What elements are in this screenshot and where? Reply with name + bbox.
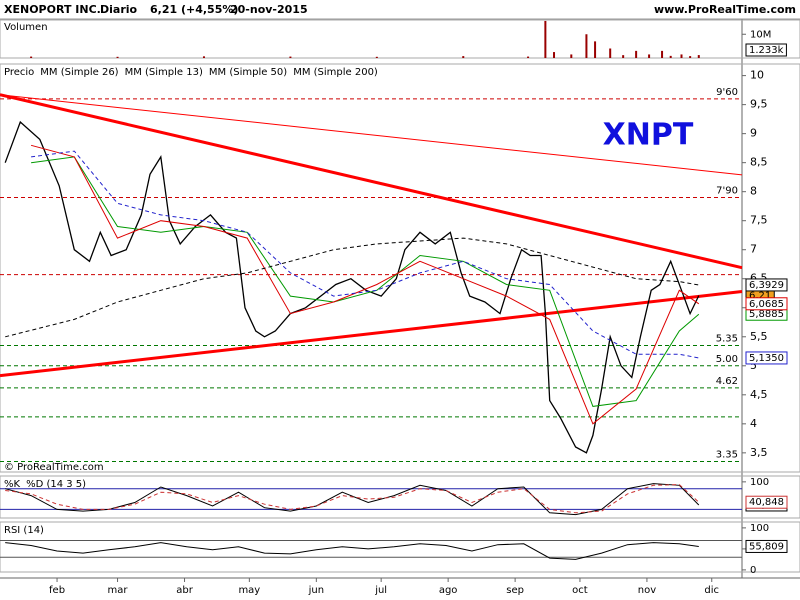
y-tick-label: 0 <box>750 565 756 576</box>
y-tick-label: 8,5 <box>750 156 768 169</box>
volume-bar <box>30 56 33 58</box>
volume-bar <box>544 20 547 58</box>
last-value-box <box>745 351 788 365</box>
symbol: XENOPORT INC. <box>4 3 101 16</box>
last-value-label: 55,809 <box>749 541 784 552</box>
legend-entry: %K <box>4 479 21 490</box>
legend-entry: MM (Simple 50) <box>209 67 287 78</box>
volume-bar <box>648 54 651 58</box>
x-tick-label: may <box>238 585 260 596</box>
legend-entry: MM (Simple 13) <box>125 67 203 78</box>
volume-bar <box>669 55 672 58</box>
last-value-box <box>745 539 788 553</box>
legend-entry: MM (Simple 200) <box>293 67 378 78</box>
volume-bar <box>462 56 465 58</box>
level-label: 9'60 <box>716 87 738 98</box>
y-tick-label: 10M <box>750 29 771 40</box>
x-tick-label: dic <box>704 585 719 596</box>
series-line <box>5 542 699 560</box>
x-tick-label: mar <box>108 585 129 596</box>
volume-bar <box>689 56 692 58</box>
panel-frame <box>0 63 800 473</box>
panel-frame <box>0 521 800 573</box>
y-tick-label: 9,5 <box>750 98 768 111</box>
x-tick-label: sep <box>506 585 524 596</box>
level-label: 3.35 <box>716 450 738 461</box>
volume-bar <box>375 56 378 58</box>
volume-bar <box>553 52 556 58</box>
series-line <box>5 484 700 514</box>
legend-entry: MM (Simple 26) <box>40 67 118 78</box>
last-value-label: 5,1350 <box>749 353 784 364</box>
date: 20-nov-2015 <box>230 3 308 16</box>
y-tick-label: 3,5 <box>750 446 768 459</box>
last-value-label: 6,3929 <box>749 280 784 291</box>
volume-bar <box>609 48 612 58</box>
panel-frame <box>0 19 800 59</box>
x-tick-label: nov <box>638 585 656 596</box>
y-tick-label: 100 <box>750 523 769 534</box>
x-tick-label: jun <box>308 585 324 596</box>
trend-line <box>0 93 743 270</box>
y-tick-label: 5 <box>750 359 757 372</box>
volume-bar <box>661 50 664 58</box>
last-value-box <box>745 297 788 311</box>
period: Diario <box>100 3 138 16</box>
last-value-label: 1.233k <box>749 45 784 56</box>
y-tick-label: 9 <box>750 127 757 140</box>
x-tick-label: feb <box>49 585 65 596</box>
last-value-box <box>745 495 788 509</box>
x-tick-label: abr <box>176 585 193 596</box>
last-value-label: 5,8885 <box>749 309 784 320</box>
y-tick-label: 7 <box>750 243 757 256</box>
volume-bar <box>622 55 625 58</box>
series-line <box>4 120 700 454</box>
volume-bar <box>680 54 683 58</box>
y-tick-label: 10 <box>750 69 764 82</box>
volume-bar <box>585 34 588 58</box>
panel-title: Volumen <box>4 22 48 33</box>
volume-bar <box>289 56 292 58</box>
last-value-box <box>745 278 788 292</box>
y-tick-label: 4,5 <box>750 388 768 401</box>
trend-line <box>0 94 743 176</box>
volume-bar <box>570 54 573 58</box>
site: www.ProRealTime.com <box>654 3 796 16</box>
volume-bar <box>635 50 638 58</box>
x-tick-label: ago <box>439 585 458 596</box>
last-value-label: 6,0685 <box>749 299 784 310</box>
panel-frame <box>0 475 800 519</box>
series-line <box>31 150 699 359</box>
series-line <box>5 237 699 338</box>
volume-bar <box>202 56 205 58</box>
last-value-label: 40,848 <box>749 497 784 508</box>
volume-bar <box>116 56 119 58</box>
ticker-label: XNPT <box>603 118 694 153</box>
level-label: 7'90 <box>716 185 738 196</box>
watermark: © ProRealTime.com <box>4 462 104 473</box>
y-tick-label: 5,5 <box>750 330 768 343</box>
last-value-box <box>745 43 787 57</box>
volume-bar <box>697 55 700 58</box>
legend-entry: RSI (14) <box>4 525 44 536</box>
last-value-label: 6,21 <box>749 291 771 302</box>
y-tick-label: 8 <box>750 185 757 198</box>
y-tick-label: 100 <box>750 477 769 488</box>
y-tick-label: 7,5 <box>750 214 768 227</box>
legend-entry: %D (14 3 5) <box>26 479 86 490</box>
level-label: 5.00 <box>716 354 738 365</box>
y-tick-label: 4 <box>750 417 757 430</box>
series-line <box>31 156 700 407</box>
volume-bar <box>527 56 530 58</box>
level-label: 5.35 <box>716 333 738 344</box>
trend-line <box>0 290 743 378</box>
level-label: 4.62 <box>716 376 738 387</box>
legend-entry: Precio <box>4 67 34 78</box>
quote: 6,21 (+4,55%) <box>150 3 238 16</box>
x-tick-label: jul <box>374 585 387 596</box>
x-tick-label: oct <box>572 585 588 596</box>
series-line <box>30 144 700 425</box>
volume-bar <box>594 41 597 58</box>
